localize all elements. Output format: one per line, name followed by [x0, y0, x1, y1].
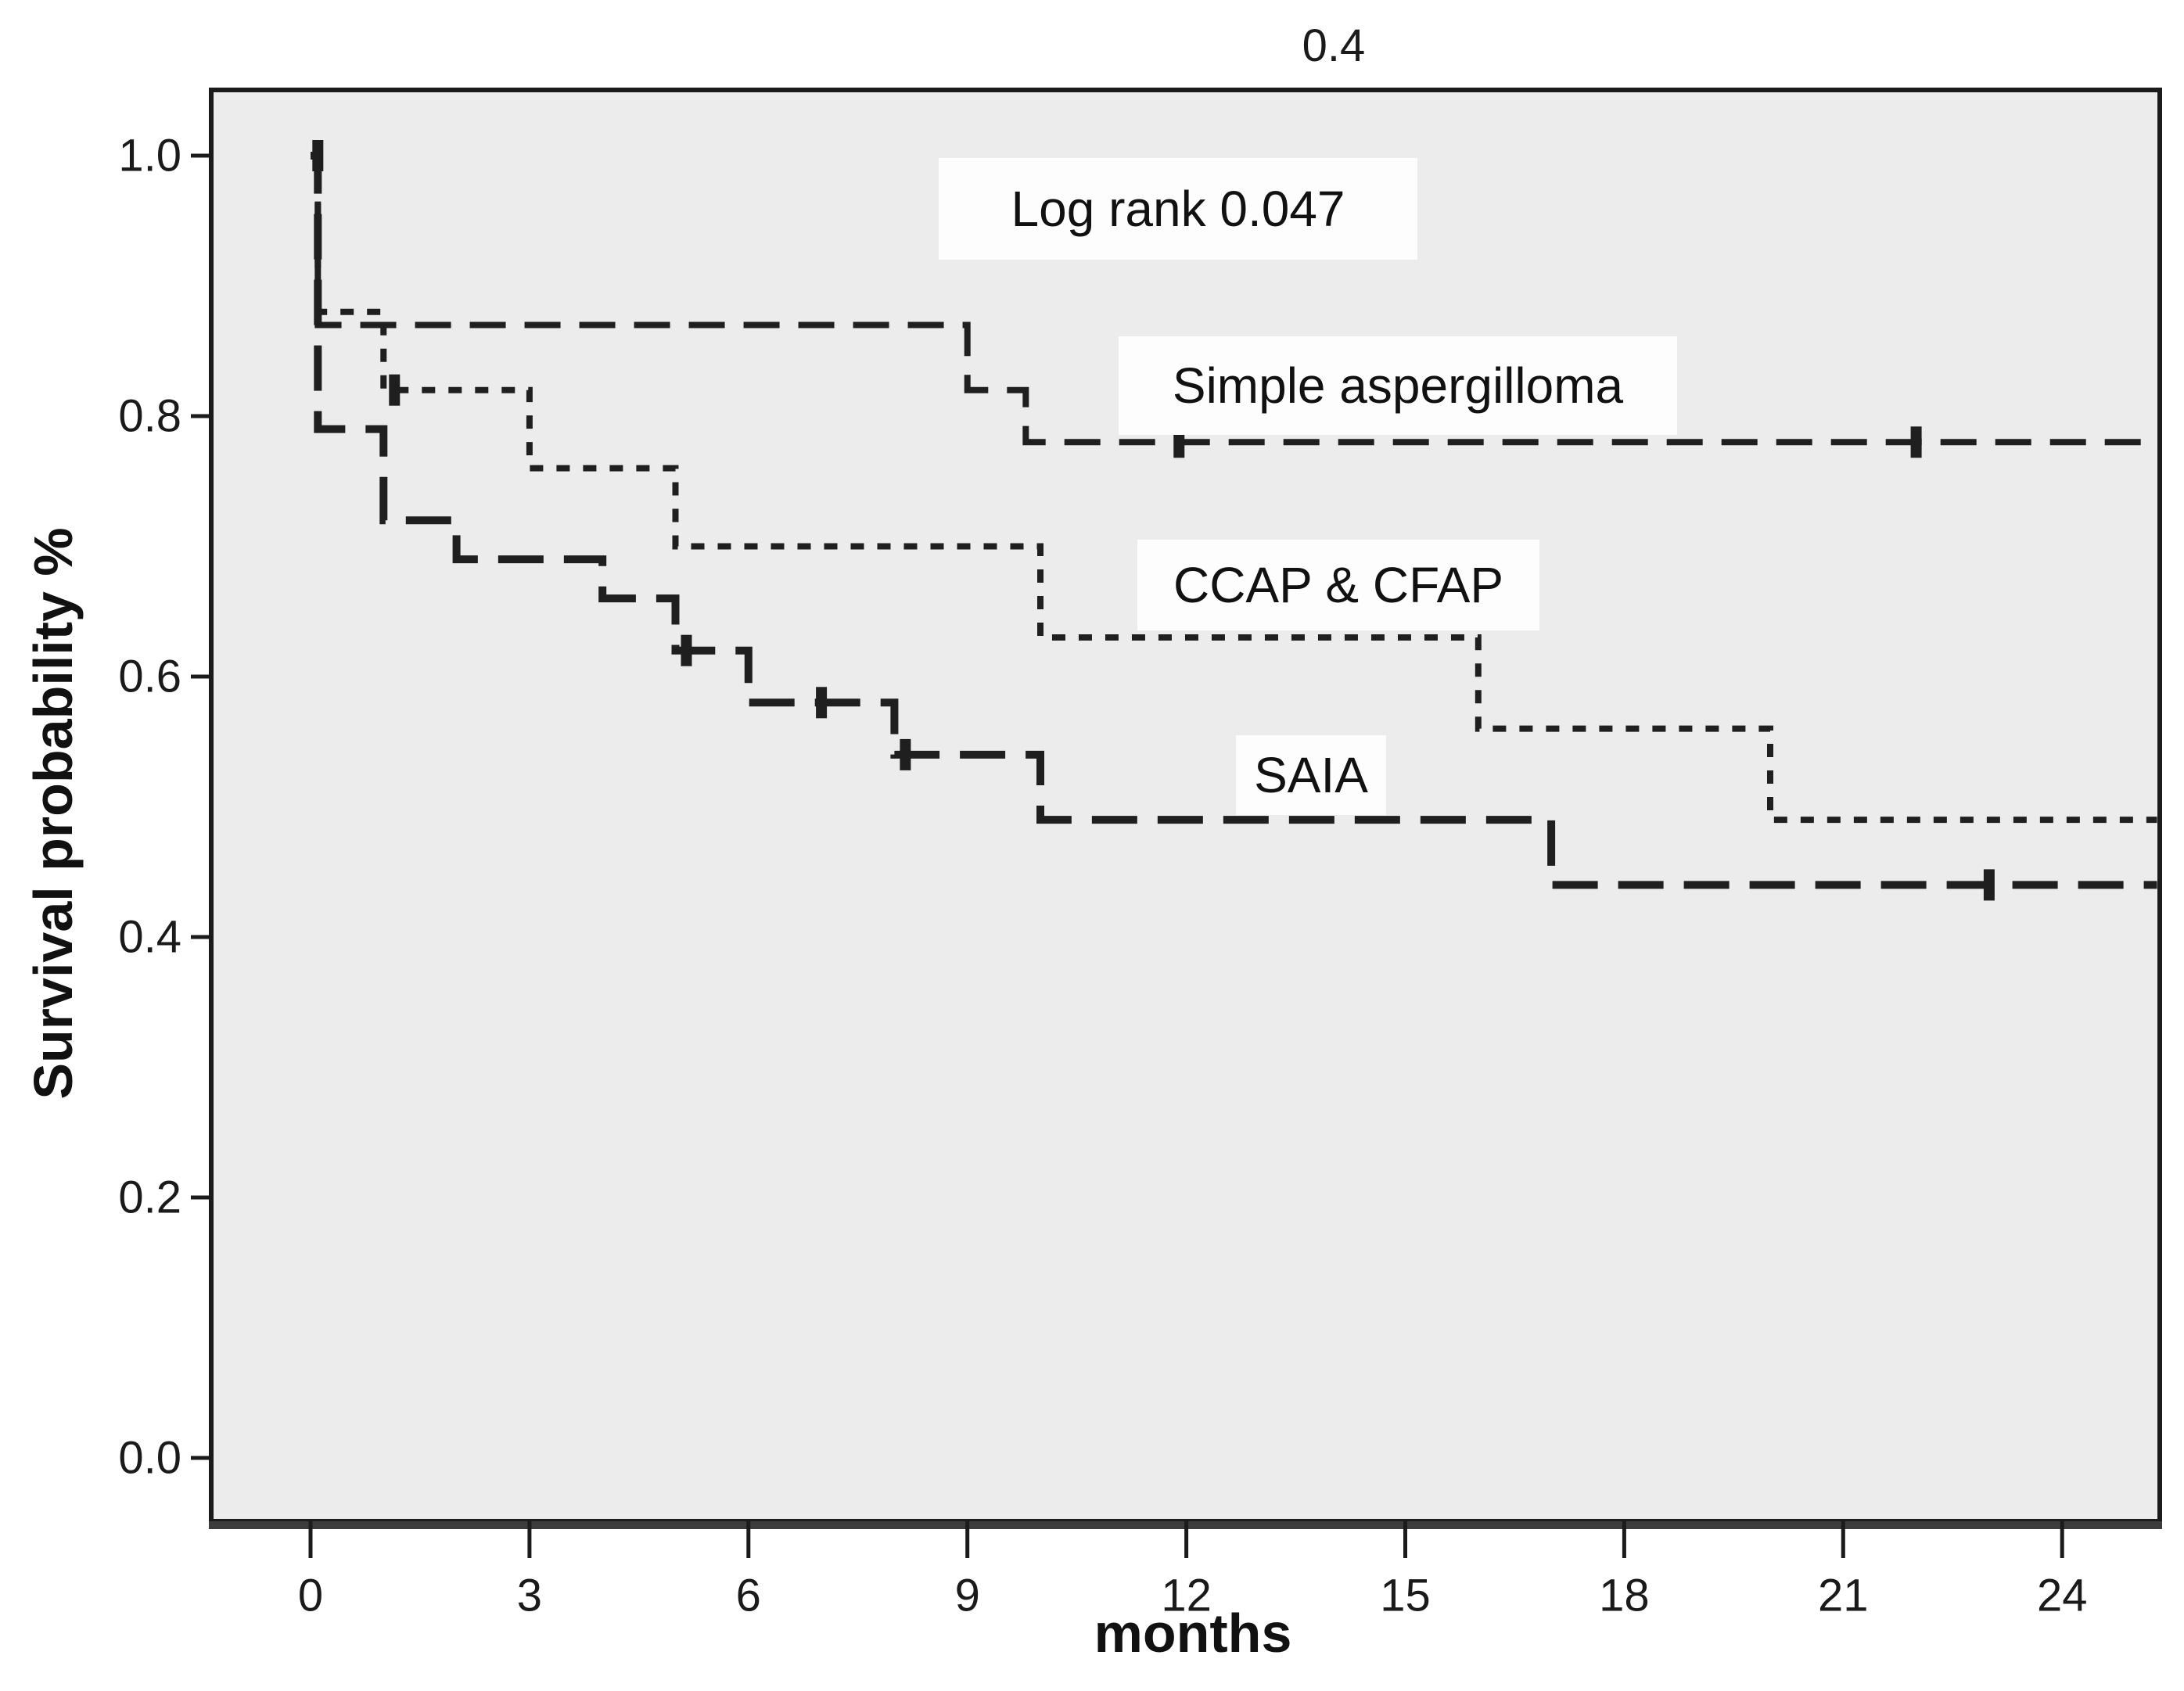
series-label-text: Simple aspergilloma: [1173, 357, 1624, 414]
series-line-saia: [311, 152, 2157, 889]
censor-mark-saia: [1983, 869, 1995, 901]
series-label-box: [1236, 735, 1386, 815]
censor-mark-saia: [816, 687, 828, 719]
x-axis-title: months: [1094, 1603, 1292, 1664]
y-tick-label: 0.6: [118, 652, 181, 702]
y-tick-label: 0.4: [118, 912, 181, 963]
series-label-simple-aspergilloma: Simple aspergilloma: [1119, 336, 1677, 435]
censor-mark-saia: [900, 738, 911, 770]
plot-layer: [209, 88, 2162, 1529]
series-label-text: CCAP & CFAP: [1173, 557, 1503, 613]
series-label-ccap-cfap: CCAP & CFAP: [1137, 540, 1539, 630]
x-tick-label: 15: [1380, 1571, 1431, 1621]
x-tick-label: 21: [1818, 1571, 1869, 1621]
series-label-saia: SAIA: [1236, 735, 1386, 815]
censor-mark-saia: [681, 634, 692, 666]
series-label-box: [1119, 336, 1677, 435]
x-tick-label: 9: [955, 1571, 980, 1621]
log-rank-annotation: Log rank 0.047: [939, 158, 1417, 260]
y-tick-label: 0.8: [118, 391, 181, 442]
censor-mark-simple-aspergilloma: [1910, 426, 1922, 458]
x-tick-label: 24: [2037, 1571, 2088, 1621]
x-tick-label: 3: [517, 1571, 542, 1621]
series-label-box: [1137, 540, 1539, 630]
log-rank-annotation-box: [939, 158, 1417, 260]
plot-area: [209, 88, 2162, 1524]
x-tick-label: 0: [298, 1571, 323, 1621]
series-layer: [311, 140, 2157, 901]
log-rank-annotation-text: Log rank 0.047: [1011, 181, 1345, 237]
x-tick-label: 18: [1599, 1571, 1650, 1621]
axes-layer: 1.0 0.8 0.6 0.4 0.2 0.0 0 3 6 9 12 15 18 21 24: [118, 131, 2087, 1621]
figure-top-label: 0.4: [1302, 20, 1366, 71]
y-tick-label: 0.2: [118, 1172, 181, 1223]
series-line-ccap-cfap: [311, 153, 2157, 824]
censor-mark-ccap-cfap: [389, 374, 401, 406]
x-tick-label: 12: [1161, 1571, 1212, 1621]
series-label-text: SAIA: [1254, 747, 1368, 803]
y-tick-label: 1.0: [118, 131, 181, 181]
x-tick-label: 6: [736, 1571, 761, 1621]
y-axis-title: Survival probability %: [23, 527, 84, 1099]
y-tick-label: 0.0: [118, 1433, 181, 1484]
